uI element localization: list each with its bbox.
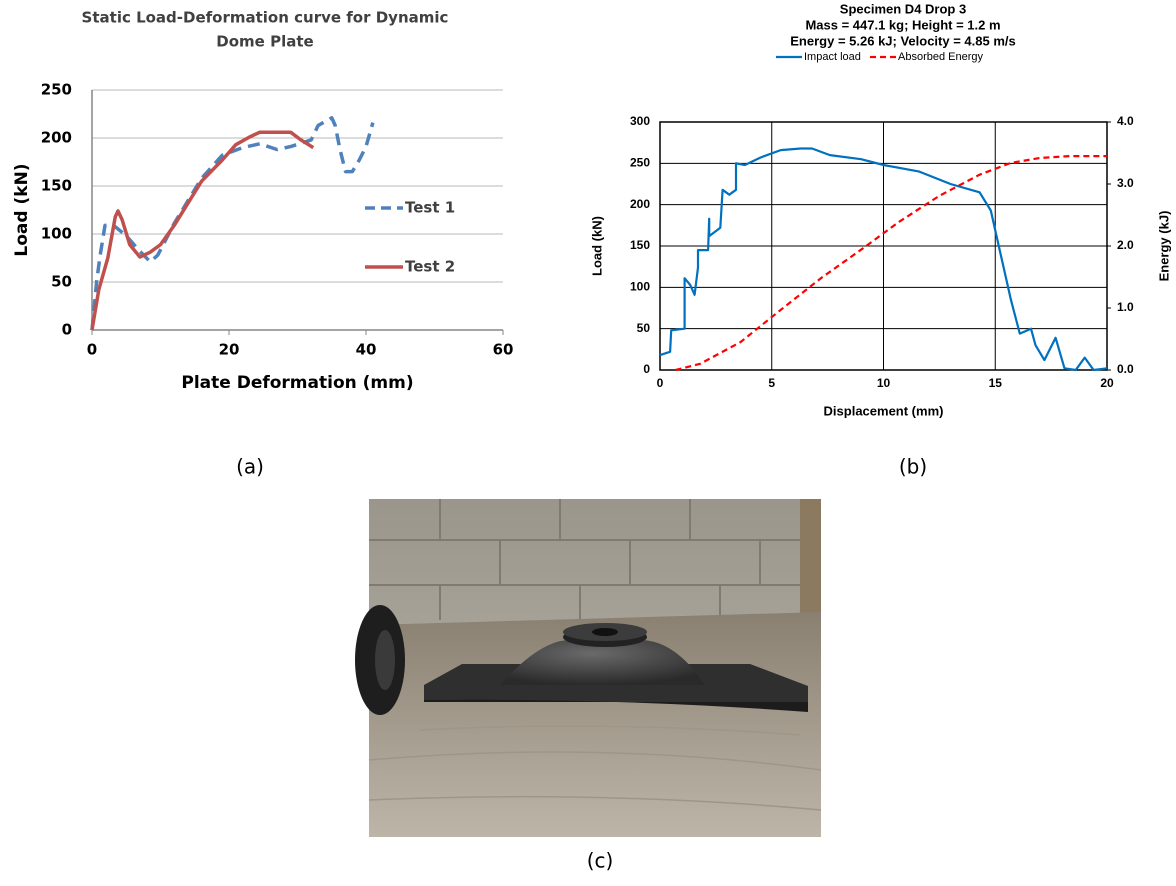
x-tick-label: 20 [1100, 376, 1114, 390]
chart-title: Specimen D4 Drop 3 [840, 1, 966, 16]
y2-tick-label: 2.0 [1117, 238, 1134, 252]
y2-tick-label: 4.0 [1117, 114, 1134, 128]
legend-label: Absorbed Energy [898, 51, 983, 63]
y-tick-label: 250 [41, 81, 72, 99]
x-tick-label: 10 [877, 376, 891, 390]
y-tick-label: 200 [41, 129, 72, 147]
chart-title: Dome Plate [216, 33, 313, 51]
y-tick-label: 150 [630, 238, 650, 252]
y-tick-label: 0 [643, 362, 650, 376]
y-tick-label: 50 [637, 321, 651, 335]
y2-axis-label: Energy (kJ) [1156, 211, 1171, 282]
panel-label: (c) [587, 849, 614, 873]
chart-title: Static Load-Deformation curve for Dynami… [82, 9, 449, 27]
y2-tick-label: 3.0 [1117, 176, 1134, 190]
chart-title: Mass = 447.1 kg; Height = 1.2 m [805, 17, 1000, 32]
x-tick-label: 60 [493, 341, 514, 359]
legend-label: Test 2 [405, 258, 455, 276]
legend-label: Impact load [804, 51, 861, 63]
series-line [675, 155, 1107, 372]
y-tick-label: 300 [630, 114, 650, 128]
y-tick-label: 100 [41, 225, 72, 243]
legend-label: Test 1 [405, 199, 455, 217]
y-tick-label: 100 [630, 280, 650, 294]
x-tick-label: 20 [219, 341, 240, 359]
x-tick-label: 40 [356, 341, 377, 359]
y-tick-label: 150 [41, 177, 72, 195]
y-tick-label: 200 [630, 197, 650, 211]
y2-tick-label: 1.0 [1117, 300, 1134, 314]
y2-tick-label: 0.0 [1117, 362, 1134, 376]
x-tick-label: 0 [87, 341, 97, 359]
y-tick-label: 250 [630, 156, 650, 170]
y-axis-label: Load (kN) [589, 216, 604, 276]
y-axis-label: Load (kN) [12, 163, 32, 256]
photo [355, 499, 822, 837]
x-tick-label: 0 [657, 376, 664, 390]
x-axis-label: Plate Deformation (mm) [181, 373, 413, 393]
y-tick-label: 50 [51, 273, 72, 291]
x-tick-label: 15 [989, 376, 1003, 390]
chart: Static Load-Deformation curve for Dynami… [12, 9, 513, 394]
series-line [90, 130, 315, 331]
series-line [659, 147, 1108, 372]
x-axis-label: Displacement (mm) [824, 403, 944, 418]
chart-title: Energy = 5.26 kJ; Velocity = 4.85 m/s [790, 33, 1015, 48]
panel-label: (b) [899, 455, 927, 479]
x-tick-label: 5 [768, 376, 775, 390]
y-tick-label: 0 [62, 321, 72, 339]
panel-label: (a) [236, 455, 264, 479]
plot-frame [659, 121, 1108, 371]
